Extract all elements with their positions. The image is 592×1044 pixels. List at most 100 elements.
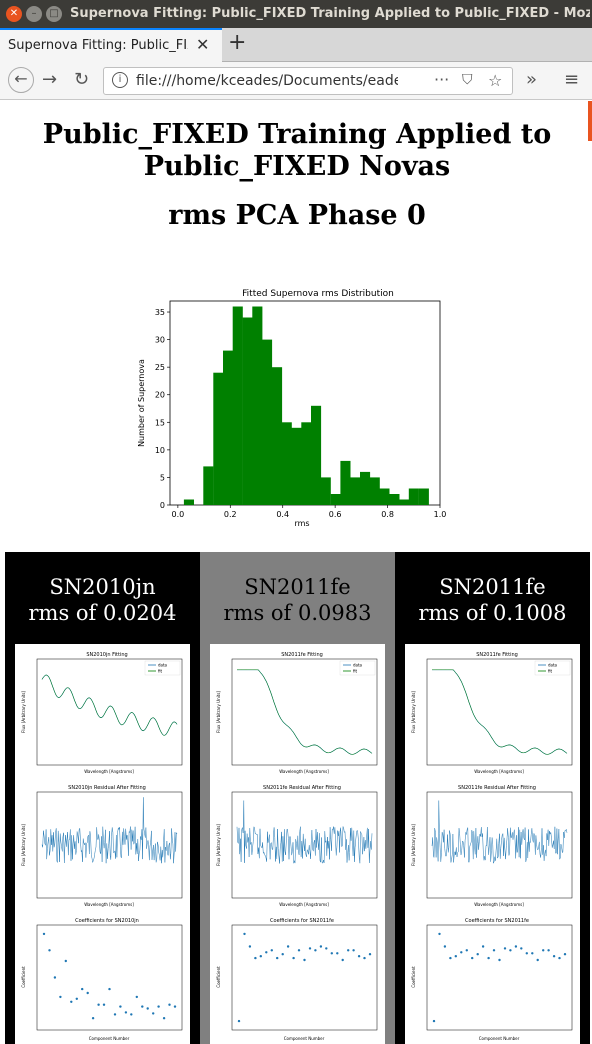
forward-button[interactable]: → bbox=[42, 69, 58, 90]
histogram-bar bbox=[213, 372, 224, 505]
coef-point bbox=[124, 1011, 128, 1014]
coef-point bbox=[265, 951, 268, 954]
coef-xlabel: Component Number bbox=[89, 1036, 130, 1041]
histogram-bar bbox=[183, 499, 194, 505]
window-titlebar: ✕ – □ Supernova Fitting: Public_FIXED Tr… bbox=[0, 0, 592, 28]
coef-point bbox=[487, 956, 490, 960]
coef-point bbox=[303, 958, 306, 962]
coef-point bbox=[102, 1003, 106, 1006]
fit-model-line bbox=[41, 674, 178, 736]
coef-point bbox=[438, 932, 441, 936]
coef-point bbox=[363, 956, 366, 960]
coef-point bbox=[443, 945, 447, 948]
y-tick-label: 30 bbox=[155, 336, 165, 345]
supernova-name: SN2011fe bbox=[439, 575, 546, 599]
fit-plot-frame bbox=[36, 658, 183, 766]
coef-point bbox=[146, 1007, 149, 1010]
coef-ylabel: Coefficient bbox=[216, 966, 221, 988]
coef-point bbox=[97, 1003, 100, 1006]
histogram-bar bbox=[223, 350, 234, 505]
legend-fit-label: fit bbox=[548, 669, 553, 674]
supernova-name: SN2010jn bbox=[49, 575, 156, 599]
legend-data-label: data bbox=[353, 663, 363, 668]
coef-title: Coefficients for SN2011fe bbox=[270, 918, 334, 924]
bookmark-star-icon[interactable]: ☆ bbox=[488, 71, 503, 90]
x-tick-label: 1.0 bbox=[434, 510, 447, 519]
x-ticks: 0.0 0.2 0.4 0.6 0.8 1.0 bbox=[171, 505, 446, 519]
coef-point bbox=[286, 945, 290, 948]
hamburger-menu-icon[interactable]: ≡ bbox=[564, 69, 580, 90]
y-tick-label: 0 bbox=[160, 501, 165, 510]
supernova-rms: rms of 0.1008 bbox=[418, 601, 567, 625]
residual-plot-frame bbox=[36, 791, 183, 899]
fit-ylabel: Flux [Arbitrary Units] bbox=[216, 691, 221, 733]
histogram-bar bbox=[311, 405, 322, 505]
legend-data-label: data bbox=[548, 663, 558, 668]
y-tick-label: 35 bbox=[155, 308, 165, 317]
tab-close-icon[interactable]: ✕ bbox=[196, 35, 210, 54]
residual-ylabel: Flux [Arbitrary Units] bbox=[21, 824, 26, 866]
residual-xlabel: Wavelength [Angstroms] bbox=[474, 902, 524, 907]
residual-plot-frame bbox=[231, 791, 378, 899]
window-minimize-button[interactable]: – bbox=[26, 6, 42, 22]
histogram-bar bbox=[340, 460, 351, 505]
overflow-menu-icon[interactable]: » bbox=[526, 69, 538, 90]
coef-point bbox=[168, 1003, 171, 1006]
coef-plot-frame bbox=[426, 924, 573, 1031]
coef-title: Coefficients for SN2010jn bbox=[75, 918, 139, 924]
coef-point bbox=[119, 1005, 122, 1008]
coef-point bbox=[514, 945, 518, 948]
coef-point bbox=[547, 949, 550, 952]
x-tick-label: 0.6 bbox=[329, 510, 342, 519]
coef-point bbox=[525, 952, 528, 955]
histogram-bar bbox=[291, 427, 302, 505]
residual-title: SN2011fe Residual After Fitting bbox=[263, 785, 341, 791]
fit-ylabel: Flux [Arbitrary Units] bbox=[21, 691, 26, 733]
histogram-bar bbox=[262, 339, 273, 505]
tab-active[interactable]: Supernova Fitting: Public_FIXED ✕ bbox=[0, 28, 222, 62]
coef-point bbox=[135, 995, 138, 999]
pocket-icon[interactable]: ⛉ bbox=[462, 72, 473, 88]
window-maximize-button[interactable]: □ bbox=[46, 6, 62, 22]
coef-point bbox=[48, 949, 51, 952]
histogram-bar bbox=[301, 422, 312, 505]
legend-fit-label: fit bbox=[353, 669, 358, 674]
y-tick-label: 25 bbox=[155, 363, 165, 372]
fit-ylabel: Flux [Arbitrary Units] bbox=[411, 691, 416, 733]
coef-point bbox=[173, 1005, 177, 1008]
coef-plot-frame bbox=[231, 924, 378, 1031]
coef-point bbox=[53, 976, 57, 979]
coef-point bbox=[558, 956, 561, 960]
residual-ylabel: Flux [Arbitrary Units] bbox=[411, 824, 416, 866]
coef-point bbox=[347, 949, 350, 952]
url-text[interactable]: file:///home/kceades/Documents/eades bbox=[136, 73, 398, 89]
residual-line bbox=[41, 797, 178, 864]
url-bar[interactable]: i file:///home/kceades/Documents/eades ·… bbox=[103, 67, 513, 95]
tab-bar: Supernova Fitting: Public_FIXED ✕ + bbox=[0, 28, 592, 62]
coef-point bbox=[248, 945, 252, 948]
window-close-button[interactable]: ✕ bbox=[6, 6, 22, 22]
info-icon[interactable]: i bbox=[112, 72, 128, 88]
new-tab-button[interactable]: + bbox=[228, 30, 247, 55]
reload-button[interactable]: ↻ bbox=[74, 69, 90, 90]
x-tick-label: 0.8 bbox=[381, 510, 394, 519]
page-actions-icon[interactable]: ··· bbox=[434, 70, 450, 89]
coef-point bbox=[259, 955, 262, 958]
coef-point bbox=[254, 956, 257, 960]
scrollbar-thumb[interactable] bbox=[588, 101, 592, 141]
coef-point bbox=[352, 949, 355, 952]
coef-point bbox=[64, 959, 67, 963]
back-button[interactable]: ← bbox=[8, 67, 34, 93]
histogram-bar bbox=[418, 488, 429, 505]
fit-xlabel: Wavelength [Angstroms] bbox=[279, 769, 329, 774]
coef-point bbox=[75, 997, 78, 1000]
y-tick-label: 15 bbox=[155, 418, 165, 427]
coef-point bbox=[330, 952, 333, 955]
fit-data-line bbox=[432, 669, 568, 755]
histogram-bar bbox=[389, 494, 400, 505]
coef-point bbox=[449, 956, 452, 960]
coef-point bbox=[542, 949, 545, 952]
